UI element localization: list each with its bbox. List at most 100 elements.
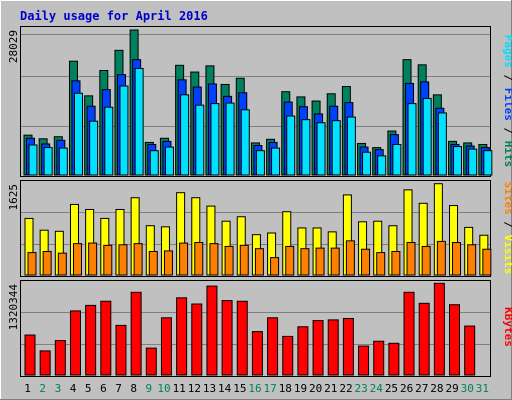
bar-kbytes-day-3	[54, 340, 66, 376]
chart-title: Daily usage for April 2016	[20, 9, 208, 23]
bar-kbytes-day-17	[267, 317, 279, 376]
y-max-label-kbytes: 1320344	[7, 284, 20, 331]
x-tick-label-day-19: 19	[294, 382, 307, 395]
bar-pages-day-22	[346, 116, 356, 176]
bar-sites-day-25	[391, 250, 401, 276]
x-tick-label-day-2: 2	[39, 382, 46, 395]
bar-pages-day-5	[89, 120, 99, 176]
bar-kbytes-day-11	[176, 297, 188, 376]
bar-pages-day-3	[58, 147, 68, 176]
bar-sites-day-23	[361, 248, 371, 276]
bar-sites-day-16	[254, 248, 264, 276]
x-tick-label-day-13: 13	[203, 382, 216, 395]
bar-pages-day-2	[43, 147, 53, 176]
x-tick-label-day-18: 18	[279, 382, 292, 395]
x-tick-label-day-25: 25	[385, 382, 398, 395]
bar-sites-day-19	[300, 248, 310, 276]
bar-pages-day-20	[316, 122, 326, 176]
x-tick-label-day-20: 20	[309, 382, 322, 395]
bar-kbytes-day-2	[39, 350, 51, 376]
bar-kbytes-day-24	[373, 340, 385, 376]
bar-sites-day-3	[57, 252, 67, 276]
bar-pages-day-14	[225, 102, 235, 176]
bar-kbytes-day-21	[327, 319, 339, 376]
bar-kbytes-day-26	[403, 291, 415, 376]
side-label-hits-files-pages: Pages / Files / Hits	[502, 35, 512, 168]
x-tick-label-day-29: 29	[445, 382, 458, 395]
x-tick-label-day-1: 1	[24, 382, 31, 395]
x-tick-label-day-16: 16	[248, 382, 261, 395]
bar-pages-day-4	[73, 92, 83, 176]
bar-sites-day-29	[452, 242, 462, 276]
bar-sites-day-6	[103, 244, 113, 276]
side-label-part-2: /	[502, 215, 512, 235]
side-label-part-1: KBytes	[502, 307, 512, 347]
bar-kbytes-day-23	[358, 345, 370, 376]
bar-kbytes-day-28	[433, 282, 445, 376]
bar-kbytes-day-20	[312, 320, 324, 376]
bar-kbytes-day-8	[130, 291, 142, 376]
bar-pages-day-17	[271, 147, 281, 176]
bar-sites-day-18	[285, 245, 295, 276]
x-tick-label-day-31: 31	[476, 382, 489, 395]
bar-pages-day-7	[119, 85, 129, 176]
bar-sites-day-17	[270, 257, 280, 276]
bar-pages-day-26	[407, 103, 417, 176]
x-tick-label-day-3: 3	[55, 382, 62, 395]
bar-kbytes-day-5	[85, 304, 97, 376]
bar-pages-day-21	[331, 120, 341, 176]
bar-sites-day-12	[194, 242, 204, 276]
x-tick-label-day-27: 27	[415, 382, 428, 395]
bar-kbytes-day-16	[251, 331, 263, 376]
bar-sites-day-21	[330, 247, 340, 276]
bar-sites-day-1	[27, 252, 37, 276]
bar-sites-day-28	[436, 240, 446, 276]
y-max-label-hits: 28029	[7, 30, 20, 63]
x-tick-label-day-23: 23	[355, 382, 368, 395]
bar-kbytes-day-19	[297, 326, 309, 376]
bar-pages-day-13	[210, 103, 220, 176]
x-tick-label-day-10: 10	[157, 382, 170, 395]
x-tick-label-day-22: 22	[339, 382, 352, 395]
bar-sites-day-20	[315, 247, 325, 276]
bar-sites-day-15	[239, 244, 249, 276]
bar-kbytes-day-10	[160, 317, 172, 376]
x-tick-label-day-17: 17	[264, 382, 277, 395]
x-tick-label-day-21: 21	[324, 382, 337, 395]
bar-kbytes-day-27	[418, 302, 430, 376]
x-tick-label-day-24: 24	[370, 382, 384, 395]
x-tick-label-day-30: 30	[461, 382, 474, 395]
bar-pages-day-11	[180, 94, 190, 176]
bar-sites-day-4	[72, 243, 82, 276]
x-tick-label-day-8: 8	[130, 382, 137, 395]
x-tick-label-day-6: 6	[100, 382, 107, 395]
bar-kbytes-day-9	[145, 347, 157, 376]
bar-kbytes-day-7	[115, 324, 127, 376]
side-label-part-3: Files	[502, 88, 512, 121]
bar-kbytes-day-29	[449, 304, 461, 376]
bar-sites-day-24	[376, 252, 386, 276]
bar-kbytes-day-12	[191, 303, 203, 376]
side-label-part-4: /	[502, 121, 512, 141]
bar-pages-day-19	[301, 119, 311, 176]
bar-sites-day-14	[224, 245, 234, 276]
side-label-part-5: Hits	[502, 141, 512, 168]
bar-sites-day-31	[482, 248, 492, 276]
x-tick-label-day-15: 15	[233, 382, 246, 395]
bar-sites-day-5	[88, 242, 98, 276]
bar-sites-day-26	[406, 242, 416, 276]
bar-pages-day-25	[392, 143, 402, 176]
bar-sites-day-9	[148, 250, 158, 276]
x-tick-label-day-14: 14	[218, 382, 232, 395]
bar-kbytes-day-13	[206, 285, 218, 376]
side-label-kbytes: KBytes	[502, 307, 512, 347]
bar-pages-day-18	[286, 115, 296, 176]
bar-pages-day-1	[28, 144, 38, 176]
x-tick-label-day-11: 11	[173, 382, 186, 395]
bar-pages-day-12	[195, 104, 205, 176]
bar-sites-day-10	[163, 250, 173, 276]
x-tick-label-day-28: 28	[430, 382, 443, 395]
x-tick-label-day-5: 5	[85, 382, 92, 395]
bar-kbytes-day-4	[69, 310, 81, 376]
bar-pages-day-16	[255, 150, 265, 176]
